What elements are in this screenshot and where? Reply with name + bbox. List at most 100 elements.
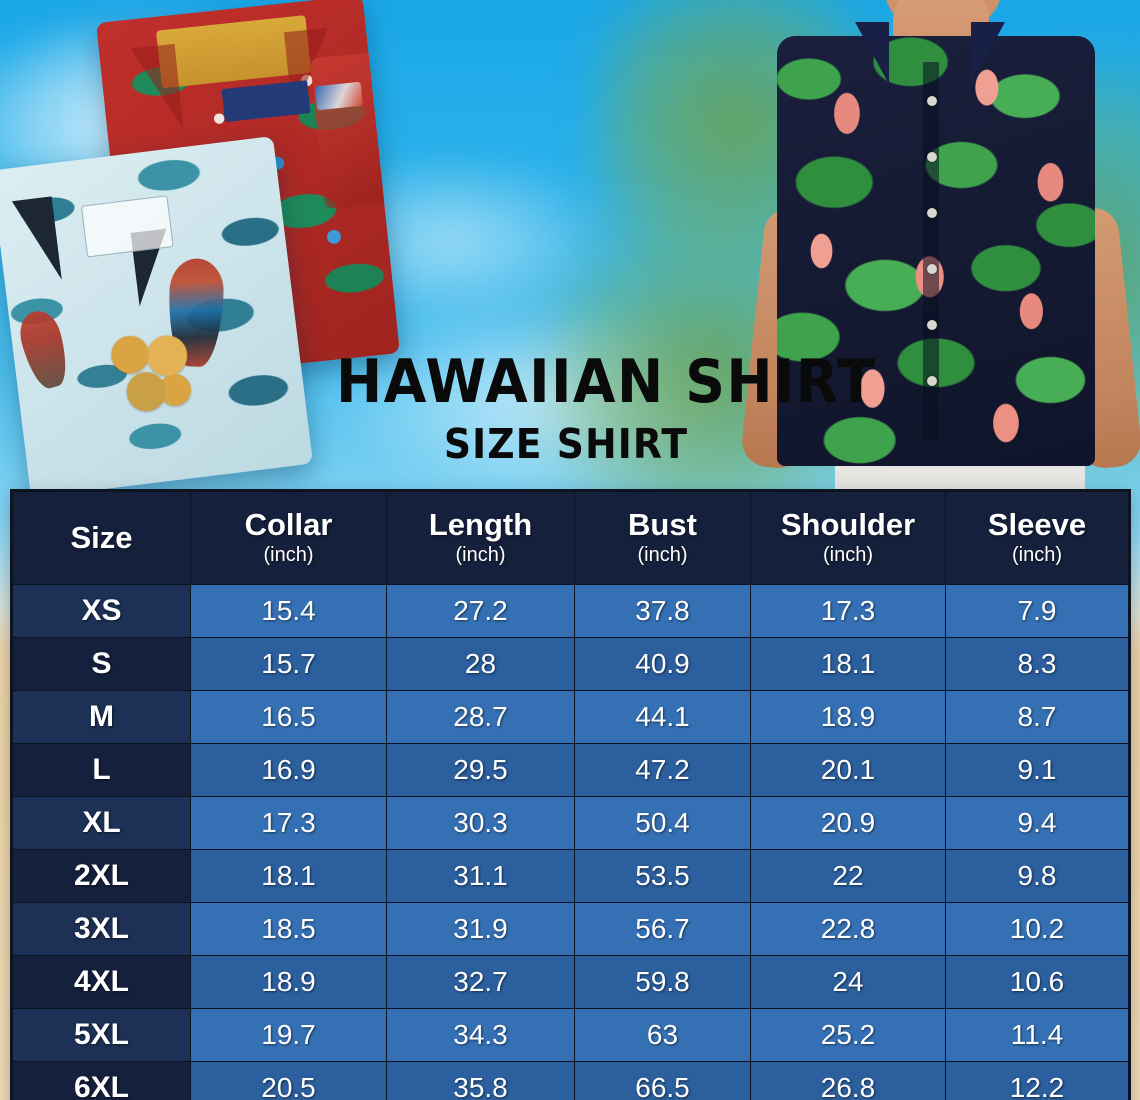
column-header-label: Shoulder (780, 507, 916, 543)
column-header-sleeve: Sleeve (inch) (945, 491, 1129, 585)
cell-size: M (12, 690, 191, 744)
column-header-label: Bust (628, 507, 697, 543)
cell-bust: 50.4 (574, 796, 751, 850)
cell-collar: 18.5 (190, 902, 387, 956)
cell-shoulder: 24 (750, 955, 946, 1009)
cell-size: 6XL (12, 1061, 191, 1100)
table-row: S 15.7 28 40.9 18.1 8.3 (12, 637, 1129, 691)
column-header-label: Collar (244, 507, 333, 543)
cell-size: XS (12, 584, 191, 638)
shirt-collar-left (855, 22, 889, 84)
cell-length: 28 (386, 637, 575, 691)
column-header-collar: Collar (inch) (190, 491, 387, 585)
cell-size: 2XL (12, 849, 191, 903)
cell-bust: 40.9 (574, 637, 751, 691)
cell-sleeve: 9.4 (945, 796, 1129, 850)
cell-size: 5XL (12, 1008, 191, 1062)
table-header: Size Collar (inch) Length (inch) Bust (i… (12, 491, 1129, 585)
parrot-motif (15, 306, 74, 393)
cell-bust: 53.5 (574, 849, 751, 903)
page-subtitle: SIZE SHIRT (443, 420, 689, 468)
cell-sleeve: 12.2 (945, 1061, 1129, 1100)
table-row: 3XL 18.5 31.9 56.7 22.8 10.2 (12, 902, 1129, 956)
cell-length: 28.7 (386, 690, 575, 744)
shirt-button (927, 96, 938, 107)
table-header-row: Size Collar (inch) Length (inch) Bust (i… (12, 491, 1129, 585)
shirt-lapel-left (130, 43, 184, 134)
page-title: HAWAIIAN SHIRT (336, 347, 877, 417)
column-header-label: Size (70, 519, 133, 555)
column-header-unit: (inch) (637, 543, 688, 566)
cell-length: 35.8 (386, 1061, 575, 1100)
column-header-shoulder: Shoulder (inch) (750, 491, 946, 585)
column-header-size: Size (12, 491, 191, 585)
shirt-button (927, 263, 938, 274)
cell-sleeve: 9.1 (945, 743, 1129, 797)
cell-collar: 19.7 (190, 1008, 387, 1062)
table-row: 4XL 18.9 32.7 59.8 24 10.6 (12, 955, 1129, 1009)
cell-sleeve: 11.4 (945, 1008, 1129, 1062)
cell-collar: 16.9 (190, 743, 387, 797)
cell-length: 32.7 (386, 955, 575, 1009)
cell-shoulder: 26.8 (750, 1061, 946, 1100)
cell-size: XL (12, 796, 191, 850)
table-row: XS 15.4 27.2 37.8 17.3 7.9 (12, 584, 1129, 638)
column-header-unit: (inch) (455, 543, 506, 566)
cell-bust: 59.8 (574, 955, 751, 1009)
shirt-button (927, 319, 938, 330)
column-header-label: Length (428, 507, 533, 543)
cell-collar: 20.5 (190, 1061, 387, 1100)
cell-sleeve: 8.7 (945, 690, 1129, 744)
table-row: L 16.9 29.5 47.2 20.1 9.1 (12, 743, 1129, 797)
column-header-unit: (inch) (1011, 543, 1062, 566)
cell-shoulder: 25.2 (750, 1008, 946, 1062)
cell-bust: 66.5 (574, 1061, 751, 1100)
cell-length: 27.2 (386, 584, 575, 638)
shirt-collar-right (971, 22, 1005, 84)
cell-length: 31.9 (386, 902, 575, 956)
cell-bust: 44.1 (574, 690, 751, 744)
table-row: M 16.5 28.7 44.1 18.9 8.7 (12, 690, 1129, 744)
size-chart-table-container: Size Collar (inch) Length (inch) Bust (i… (12, 491, 1129, 1100)
cell-size: 3XL (12, 902, 191, 956)
cell-shoulder: 22.8 (750, 902, 946, 956)
shirt-lapel-left (11, 196, 62, 285)
cell-collar: 16.5 (190, 690, 387, 744)
table-row: 2XL 18.1 31.1 53.5 22 9.8 (12, 849, 1129, 903)
hibiscus-motif (96, 318, 203, 422)
cell-size: L (12, 743, 191, 797)
table-row: XL 17.3 30.3 50.4 20.9 9.4 (12, 796, 1129, 850)
cell-length: 34.3 (386, 1008, 575, 1062)
cell-shoulder: 18.9 (750, 690, 946, 744)
cell-bust: 47.2 (574, 743, 751, 797)
cell-collar: 17.3 (190, 796, 387, 850)
cell-shoulder: 20.1 (750, 743, 946, 797)
column-header-unit: (inch) (822, 543, 873, 566)
cell-length: 31.1 (386, 849, 575, 903)
column-header-length: Length (inch) (386, 491, 575, 585)
shirt-button (927, 152, 938, 163)
model-image (735, 0, 1140, 490)
table-row: 5XL 19.7 34.3 63 25.2 11.4 (12, 1008, 1129, 1062)
cell-collar: 18.9 (190, 955, 387, 1009)
column-header-bust: Bust (inch) (574, 491, 751, 585)
title-block: HAWAIIAN SHIRT SIZE SHIRT (316, 347, 877, 468)
cell-collar: 15.4 (190, 584, 387, 638)
cell-size: 4XL (12, 955, 191, 1009)
cell-sleeve: 7.9 (945, 584, 1129, 638)
column-header-unit: (inch) (263, 543, 314, 566)
cell-sleeve: 10.6 (945, 955, 1129, 1009)
column-header-label: Sleeve (987, 507, 1087, 543)
cell-sleeve: 10.2 (945, 902, 1129, 956)
cell-sleeve: 8.3 (945, 637, 1129, 691)
blue-hawaiian-shirt (0, 135, 314, 499)
cell-shoulder: 22 (750, 849, 946, 903)
cell-sleeve: 9.8 (945, 849, 1129, 903)
table-row: 6XL 20.5 35.8 66.5 26.8 12.2 (12, 1061, 1129, 1100)
cell-length: 30.3 (386, 796, 575, 850)
navy-flamingo-shirt (777, 36, 1095, 466)
cell-collar: 18.1 (190, 849, 387, 903)
cell-shoulder: 17.3 (750, 584, 946, 638)
shirt-sleeve (309, 51, 395, 209)
